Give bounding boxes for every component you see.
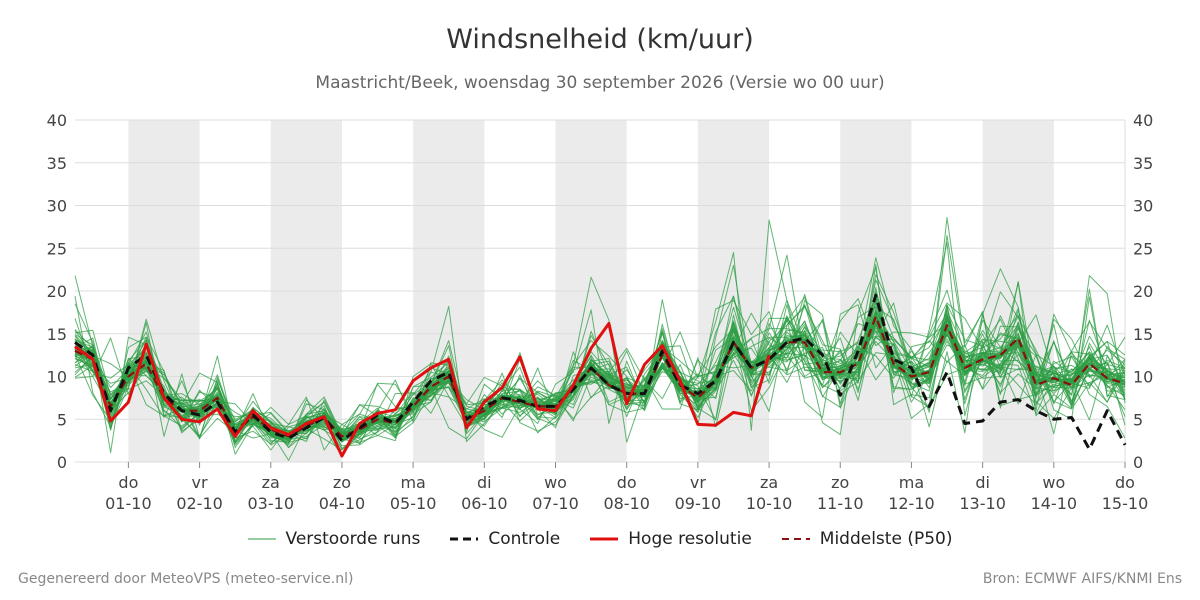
median-line <box>74 315 1126 438</box>
x-tick-day: zo <box>333 473 351 492</box>
x-tick-day: wo <box>544 473 567 492</box>
legend-label-median: Middelste (P50) <box>819 529 953 549</box>
legend-item-ensemble: Verstoorde runs <box>247 529 421 549</box>
y-axis-right: 0 5 10 15 20 25 30 35 40 <box>1133 111 1153 472</box>
x-tick-day: zo <box>831 473 849 492</box>
legend-swatch-highres <box>590 537 619 541</box>
y-tick-label-left: 25 <box>47 239 67 258</box>
x-tick-date: 13-10 <box>959 494 1006 513</box>
y-tick-label-right: 20 <box>1133 282 1153 301</box>
y-tick-label-left: 35 <box>47 154 67 173</box>
x-tick-day: za <box>760 473 778 492</box>
y-axis-left: 0 5 10 15 20 25 30 35 40 <box>47 111 67 472</box>
x-tick-day: ma <box>400 473 425 492</box>
x-tick-date: 12-10 <box>888 494 935 513</box>
control-line <box>74 293 1127 451</box>
x-tick-day: za <box>262 473 280 492</box>
ensemble-run-line <box>74 219 1126 451</box>
legend-item-median: Middelste (P50) <box>781 529 953 549</box>
x-tick-date: 01-10 <box>105 494 152 513</box>
y-tick-label-left: 5 <box>57 410 67 429</box>
x-tick-date: 15-10 <box>1102 494 1149 513</box>
legend: Verstoorde runs Controle Hoge resolutie … <box>0 529 1200 549</box>
y-tick-label-right: 15 <box>1133 325 1153 344</box>
x-tick-day: do <box>1115 473 1135 492</box>
legend-swatch-control <box>450 537 479 541</box>
x-tick-date: 10-10 <box>746 494 793 513</box>
y-tick-label-left: 15 <box>47 325 67 344</box>
x-tick-date: 07-10 <box>532 494 579 513</box>
x-tick-date: 04-10 <box>319 494 366 513</box>
x-tick-date: 02-10 <box>176 494 223 513</box>
x-tick-date: 14-10 <box>1031 494 1078 513</box>
x-tick-day: vr <box>192 473 208 492</box>
legend-item-control: Controle <box>450 529 560 549</box>
ensemble-run-line <box>74 217 1126 438</box>
legend-label-control: Controle <box>488 529 561 549</box>
legend-label-highres: Hoge resolutie <box>628 529 752 549</box>
median-series <box>74 315 1126 438</box>
y-tick-label-right: 5 <box>1133 410 1143 429</box>
x-tick-day: do <box>118 473 138 492</box>
y-tick-label-left: 10 <box>47 368 67 387</box>
x-axis: do 01-10 vr 02-10 za 03-10 zo 04-10 ma 05-10 di 06-… <box>105 462 1148 513</box>
highres-series <box>74 322 771 458</box>
y-tick-label-right: 30 <box>1133 197 1153 216</box>
x-tick-date: 11-10 <box>817 494 864 513</box>
x-tick-day: vr <box>690 473 706 492</box>
legend-swatch-ensemble <box>247 538 276 540</box>
highres-line <box>74 322 771 458</box>
legend-label-ensemble: Verstoorde runs <box>285 529 421 549</box>
legend-swatch-median <box>781 538 810 540</box>
y-tick-label-right: 25 <box>1133 239 1153 258</box>
x-tick-date: 05-10 <box>390 494 437 513</box>
x-tick-date: 08-10 <box>603 494 650 513</box>
x-tick-date: 03-10 <box>248 494 295 513</box>
y-tick-label-right: 10 <box>1133 368 1153 387</box>
chart-subtitle: Maastricht/Beek, woensdag 30 september 2… <box>315 73 885 93</box>
x-tick-day: ma <box>899 473 924 492</box>
y-tick-label-left: 40 <box>47 111 67 130</box>
x-tick-day: do <box>617 473 637 492</box>
x-tick-day: di <box>975 473 990 492</box>
y-tick-label-left: 0 <box>57 453 67 472</box>
y-tick-label-left: 20 <box>47 282 67 301</box>
x-tick-date: 09-10 <box>675 494 722 513</box>
footer-credit: Gegenereerd door MeteoVPS (meteo-service… <box>18 571 354 587</box>
control-series <box>74 293 1127 451</box>
footer-source: Bron: ECMWF AIFS/KNMI Ens <box>982 571 1182 587</box>
y-tick-label-right: 35 <box>1133 154 1153 173</box>
x-tick-day: di <box>477 473 492 492</box>
legend-item-highres: Hoge resolutie <box>590 529 752 549</box>
y-tick-label-left: 30 <box>47 197 67 216</box>
x-tick-day: wo <box>1042 473 1065 492</box>
y-tick-label-right: 40 <box>1133 111 1153 130</box>
y-tick-label-right: 0 <box>1133 453 1143 472</box>
x-tick-date: 06-10 <box>461 494 508 513</box>
chart-title: Windsnelheid (km/uur) <box>446 24 754 55</box>
